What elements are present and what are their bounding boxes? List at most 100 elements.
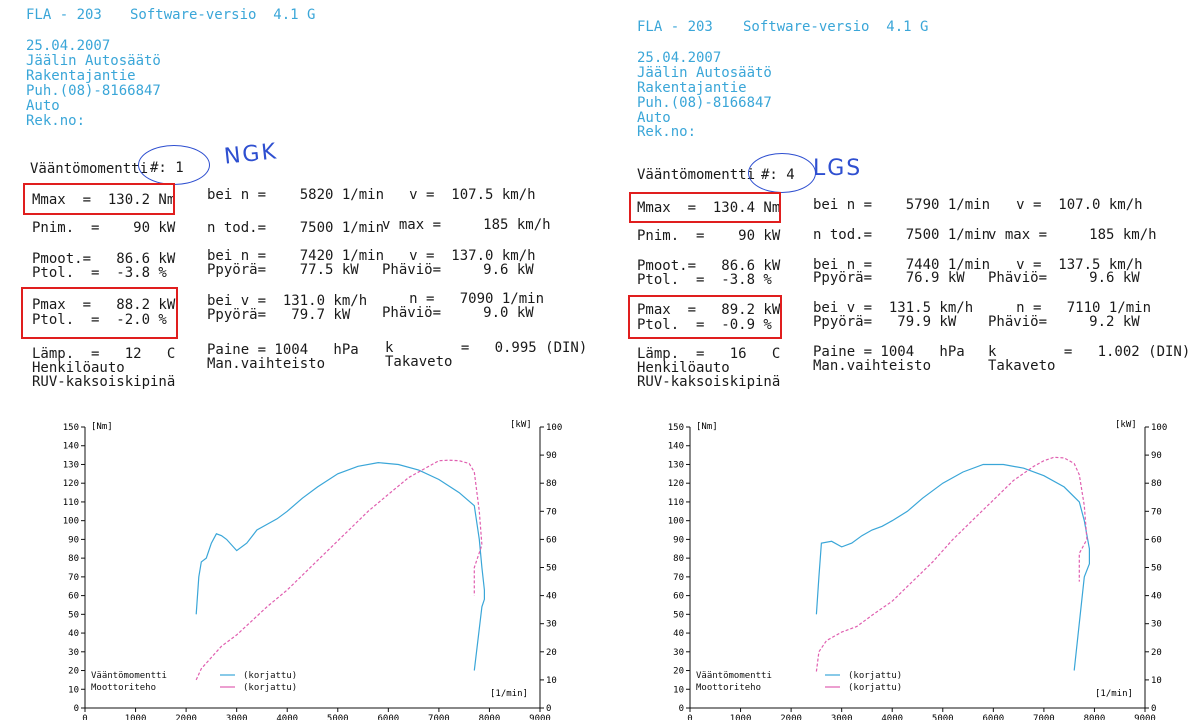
y-left-tick-label: 120 <box>63 479 79 489</box>
y-right-tick-label: 60 <box>546 535 557 545</box>
header-line-date: 25.04.2007 <box>26 38 111 54</box>
header-line-company: Jäälin Autosäätö <box>26 53 161 69</box>
highlight-box-pmax <box>628 295 782 339</box>
row-drive: Takaveto <box>988 358 1056 374</box>
x-tick-label: 2000 <box>780 714 802 720</box>
header-line-regno: Rek.no: <box>637 124 697 140</box>
row-phavio-2: Phäviö= 9.0 kW <box>382 305 534 321</box>
y-left-tick-label: 40 <box>673 629 684 639</box>
row-k: k = 0.995 (DIN) <box>385 340 588 356</box>
row-mmax-v: v = 107.5 km/h <box>367 187 536 203</box>
y-right-tick-label: 30 <box>1151 620 1162 630</box>
x-axis-label: [1/min] <box>1095 689 1133 699</box>
run-label: Vääntömomentti <box>30 161 149 177</box>
y-right-tick-label: 70 <box>1151 507 1162 517</box>
device-title: FLA - 203 <box>26 7 102 23</box>
row-pmoot-v: v = 137.0 km/h <box>367 248 536 264</box>
row-phavio-2: Phäviö= 9.2 kW <box>988 314 1140 330</box>
row-pmax-v: bei v = 131.0 km/h <box>207 293 368 309</box>
x-tick-label: 7000 <box>1033 714 1055 720</box>
row-ptol-1: Ptol. = -3.8 % <box>637 272 772 288</box>
x-tick-label: 4000 <box>881 714 903 720</box>
y-left-tick-label: 0 <box>74 704 79 714</box>
row-lamp: Lämp. = 12 C <box>32 346 176 362</box>
y-left-tick-label: 80 <box>673 554 684 564</box>
y-right-tick-label: 90 <box>546 451 557 461</box>
highlight-box-pmax <box>21 287 178 339</box>
y-left-tick-label: 130 <box>63 460 79 470</box>
y-left-tick-label: 120 <box>668 479 684 489</box>
header-line-phone: Puh.(08)-8166847 <box>26 83 161 99</box>
y-left-tick-label: 80 <box>68 554 79 564</box>
row-mmax-n: bei n = 5790 1/min <box>813 197 991 213</box>
row-ppyora-1: Ppyörä= 77.5 kW <box>207 262 359 278</box>
row-mmax: Mmax = 130.2 Nm <box>32 192 176 208</box>
y-right-tick-label: 80 <box>1151 479 1162 489</box>
y-right-tick-label: 10 <box>546 676 557 686</box>
y-right-axis-label: [kW] <box>1115 420 1137 430</box>
row-pmax-v: bei v = 131.5 km/h <box>813 300 974 316</box>
x-tick-label: 4000 <box>276 714 298 720</box>
legend-label: Vääntömomentti <box>91 671 167 681</box>
row-paine: Paine = 1004 hPa <box>207 342 359 358</box>
legend-note: (korjattu) <box>243 671 297 681</box>
row-ptol-1: Ptol. = -3.8 % <box>32 265 167 281</box>
header-line-street: Rakentajantie <box>26 68 136 84</box>
y-left-tick-label: 60 <box>673 592 684 602</box>
y-left-tick-label: 10 <box>673 685 684 695</box>
y-left-tick-label: 30 <box>673 648 684 658</box>
y-left-tick-label: 50 <box>68 610 79 620</box>
x-tick-label: 5000 <box>327 714 349 720</box>
row-pnim: Pnim. = 90 kW <box>32 220 176 236</box>
x-tick-label: 8000 <box>479 714 501 720</box>
y-right-tick-label: 80 <box>546 479 557 489</box>
y-right-tick-label: 30 <box>546 620 557 630</box>
y-left-tick-label: 20 <box>673 667 684 677</box>
y-left-tick-label: 90 <box>68 535 79 545</box>
row-ignition: RUV-kaksoiskipinä <box>637 374 781 390</box>
y-left-tick-label: 90 <box>673 535 684 545</box>
header-line-street: Rakentajantie <box>637 80 747 96</box>
y-left-axis-label: [Nm] <box>696 422 718 432</box>
x-tick-label: 8000 <box>1084 714 1106 720</box>
y-left-tick-label: 70 <box>68 573 79 583</box>
row-ppyora-2: Ppyörä= 79.7 kW <box>207 307 351 323</box>
dyno-chart: 0102030405060708090100110120130140150010… <box>63 420 563 720</box>
y-left-tick-label: 20 <box>68 667 79 677</box>
row-k: k = 1.002 (DIN) <box>988 344 1191 360</box>
y-left-tick-label: 150 <box>63 423 79 433</box>
header-line-company: Jäälin Autosäätö <box>637 65 772 81</box>
row-ignition: RUV-kaksoiskipinä <box>32 374 176 390</box>
torque-series-line <box>815 463 1090 671</box>
report-right: FLA - 203 Software-versio 4.1 G 25.04.20… <box>605 0 1200 724</box>
y-right-tick-label: 0 <box>1151 704 1156 714</box>
row-paine: Paine = 1004 hPa <box>813 344 965 360</box>
x-tick-label: 7000 <box>428 714 450 720</box>
y-right-tick-label: 100 <box>546 423 562 433</box>
legend-note: (korjattu) <box>243 683 297 693</box>
power-series-line <box>195 459 483 681</box>
row-pmax: Pmax = 88.2 kW <box>32 297 176 313</box>
row-mmax-v: v = 107.0 km/h <box>974 197 1143 213</box>
row-phavio-1: Phäviö= 9.6 kW <box>382 262 534 278</box>
legend-label: Moottoriteho <box>91 683 156 693</box>
row-ntod: n tod.= 7500 1/min <box>207 220 385 236</box>
torque-series-line <box>195 461 485 671</box>
row-vehicle: Henkilöauto <box>32 360 125 376</box>
row-vmax: v max = 185 km/h <box>988 227 1157 243</box>
y-left-tick-label: 100 <box>668 517 684 527</box>
row-gearbox: Man.vaihteisto <box>207 356 326 372</box>
header-line-phone: Puh.(08)-8166847 <box>637 95 772 111</box>
legend-label: Vääntömomentti <box>696 671 772 681</box>
y-right-tick-label: 50 <box>1151 564 1162 574</box>
y-left-tick-label: 0 <box>679 704 684 714</box>
header-line-date: 25.04.2007 <box>637 50 722 66</box>
x-tick-label: 1000 <box>730 714 752 720</box>
y-left-tick-label: 130 <box>668 460 684 470</box>
x-tick-label: 9000 <box>529 714 551 720</box>
row-pmax-n: n = 7090 1/min <box>367 291 545 307</box>
row-pmoot: Pmoot.= 86.6 kW <box>32 251 176 267</box>
run-label: Vääntömomentti <box>637 167 756 183</box>
legend-note: (korjattu) <box>848 683 902 693</box>
y-left-tick-label: 140 <box>668 442 684 452</box>
